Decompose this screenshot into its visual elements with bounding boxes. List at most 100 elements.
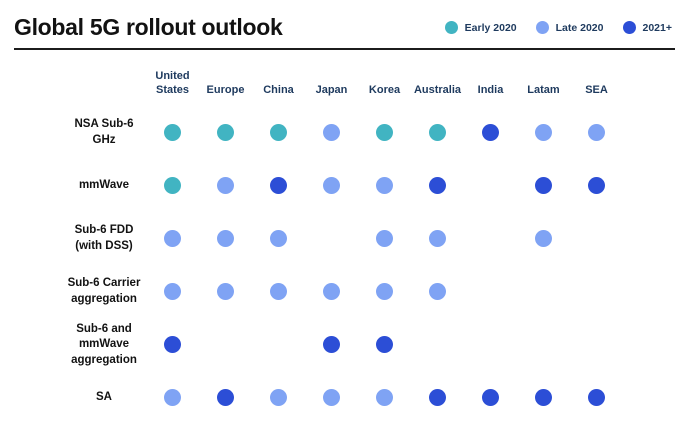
column-header-sea: SEA [585,84,608,96]
matrix-cell-china-sub-6-fdd-with-dss [252,212,305,265]
status-dot-2021plus [429,177,446,195]
matrix-cell-europe-sa [199,371,252,424]
matrix-cell-united-states-sa [146,371,199,424]
matrix-cell-china-mmwave [252,159,305,212]
matrix-cell-japan-sa [305,371,358,424]
matrix-cell-australia-sub-6-and-mmwave-aggregation [411,318,464,371]
matrix-cell-united-states-sub-6-fdd-with-dss [146,212,199,265]
matrix-cell-united-states-sub-6-carrier-aggregation [146,265,199,318]
matrix-cell-india-sa [464,371,517,424]
column-header-japan: Japan [315,84,348,96]
status-dot-2021plus [270,177,287,195]
matrix-cell-korea-mmwave [358,159,411,212]
status-dot-late2020 [323,124,340,142]
status-dot-2021plus [535,177,552,195]
status-dot-early2020 [429,124,446,142]
matrix-cell-sea-sub-6-carrier-aggregation [570,265,623,318]
status-dot-late2020 [217,230,234,248]
column-header-latam: Latam [527,84,560,96]
status-dot-late2020 [164,283,181,301]
status-dot-early2020 [376,124,393,142]
matrix-cell-korea-sub-6-fdd-with-dss [358,212,411,265]
status-dot-2021plus [376,336,393,354]
header-divider [14,48,675,51]
status-dot-early2020 [164,124,181,142]
status-dot-late2020 [376,230,393,248]
status-dot-late2020 [323,389,340,407]
status-dot-late2020 [164,230,181,248]
matrix-cell-latam-sub-6-and-mmwave-aggregation [517,318,570,371]
matrix-cell-united-states-sub-6-and-mmwave-aggregation [146,318,199,371]
status-dot-2021plus [217,389,234,407]
status-dot-2021plus [535,389,552,407]
matrix-cell-china-nsa-sub-6-ghz [252,106,305,159]
status-dot-late2020 [217,177,234,195]
matrix-cell-europe-mmwave [199,159,252,212]
column-header-united-states: United States [155,69,190,96]
chart-legend: Early 2020 Late 2020 2021+ [444,21,672,35]
matrix-cell-australia-mmwave [411,159,464,212]
matrix-cell-korea-nsa-sub-6-ghz [358,106,411,159]
column-header-india: India [477,84,504,96]
column-header-europe: Europe [206,84,245,96]
row-label-sub-6-and-mmwave-aggregation: Sub-6 and mmWave aggregation [71,322,137,366]
status-dot-2021plus [482,124,499,142]
matrix-cell-japan-sub-6-carrier-aggregation [305,265,358,318]
status-dot-late2020 [588,124,605,142]
column-header-australia: Australia [413,84,462,96]
status-dot-late2020 [535,230,552,248]
matrix-cell-latam-sub-6-carrier-aggregation [517,265,570,318]
2021-dot-icon [622,21,636,35]
status-dot-2021plus [429,389,446,407]
legend-item-2021: 2021+ [622,21,672,35]
status-dot-late2020 [376,283,393,301]
dot-matrix-grid: United States Europe China Japan Korea Austra… [0,51,688,424]
status-dot-early2020 [164,177,181,195]
matrix-cell-sea-sub-6-and-mmwave-aggregation [570,318,623,371]
matrix-cell-japan-mmwave [305,159,358,212]
status-dot-late2020 [376,177,393,195]
chart-title: Global 5G rollout outlook [14,14,283,40]
column-header-korea: Korea [368,84,401,96]
row-label-sa: SA [96,391,112,404]
matrix-cell-latam-nsa-sub-6-ghz [517,106,570,159]
status-dot-2021plus [323,336,340,354]
legend-item-early-2020: Early 2020 [444,21,517,35]
status-dot-late2020 [323,283,340,301]
status-dot-late2020 [164,389,181,407]
matrix-cell-australia-sub-6-carrier-aggregation [411,265,464,318]
status-dot-2021plus [482,389,499,407]
row-label-sub-6-carrier-aggregation: Sub-6 Carrier aggregation [67,277,141,305]
status-dot-late2020 [429,230,446,248]
status-dot-late2020 [535,124,552,142]
matrix-cell-latam-sub-6-fdd-with-dss [517,212,570,265]
status-dot-2021plus [588,389,605,407]
matrix-cell-united-states-mmwave [146,159,199,212]
matrix-cell-europe-sub-6-carrier-aggregation [199,265,252,318]
row-label-sub-6-fdd-with-dss: Sub-6 FDD (with DSS) [74,224,134,252]
row-label-mmwave: mmWave [78,179,130,192]
matrix-cell-japan-nsa-sub-6-ghz [305,106,358,159]
status-dot-late2020 [429,283,446,301]
grid-corner-spacer [0,51,146,106]
late-2020-dot-icon [535,21,549,35]
matrix-cell-sea-mmwave [570,159,623,212]
status-dot-late2020 [270,283,287,301]
status-dot-late2020 [323,177,340,195]
matrix-cell-india-sub-6-carrier-aggregation [464,265,517,318]
matrix-cell-korea-sa [358,371,411,424]
matrix-cell-sea-sa [570,371,623,424]
status-dot-late2020 [376,389,393,407]
status-dot-late2020 [217,283,234,301]
matrix-cell-india-sub-6-and-mmwave-aggregation [464,318,517,371]
matrix-cell-india-mmwave [464,159,517,212]
status-dot-2021plus [164,336,181,354]
status-dot-2021plus [588,177,605,195]
legend-item-late-2020: Late 2020 [535,21,604,35]
matrix-cell-korea-sub-6-and-mmwave-aggregation [358,318,411,371]
matrix-cell-united-states-nsa-sub-6-ghz [146,106,199,159]
status-dot-early2020 [217,124,234,142]
matrix-cell-sea-nsa-sub-6-ghz [570,106,623,159]
matrix-cell-korea-sub-6-carrier-aggregation [358,265,411,318]
column-header-china: China [263,84,294,96]
